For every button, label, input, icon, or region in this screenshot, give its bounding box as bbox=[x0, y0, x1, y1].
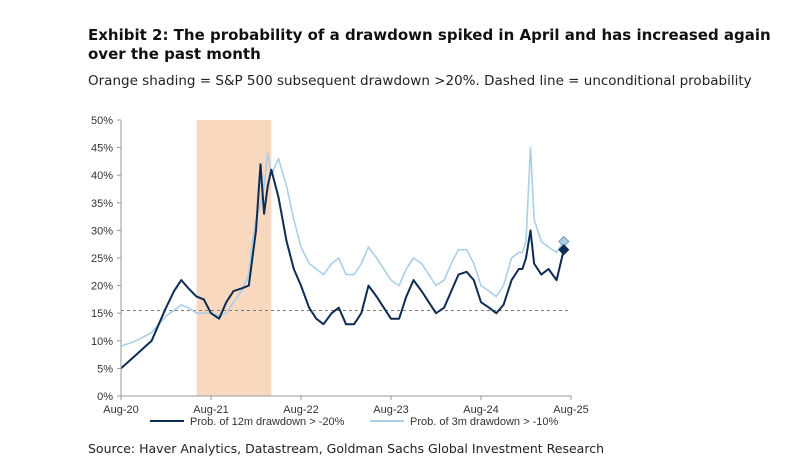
series-12m-drawdown-line bbox=[120, 163, 565, 370]
chart-title: Exhibit 2: The probability of a drawdown… bbox=[88, 26, 771, 63]
y-tick-label: 45% bbox=[91, 143, 113, 155]
shaded-drawdown-region bbox=[196, 120, 272, 396]
y-tick-label: 0% bbox=[97, 391, 113, 403]
chart-subtitle: Orange shading = S&P 500 subsequent draw… bbox=[88, 73, 752, 89]
source-note: Source: Haver Analytics, Datastream, Gol… bbox=[88, 441, 604, 456]
legend-12m-label: Prob. of 12m drawdown > -20% bbox=[190, 416, 345, 428]
y-tick-label: 10% bbox=[91, 336, 113, 348]
x-tick-label: Aug-23 bbox=[373, 404, 408, 416]
x-tick-label: Aug-24 bbox=[463, 404, 498, 416]
x-tick-label: Aug-20 bbox=[103, 404, 138, 416]
x-tick-label: Aug-21 bbox=[193, 404, 228, 416]
y-tick-label: 15% bbox=[91, 308, 113, 320]
y-tick-label: 5% bbox=[97, 363, 113, 375]
legend-3m-label: Prob. of 3m drawdown > -10% bbox=[410, 416, 558, 428]
x-tick-label: Aug-25 bbox=[553, 404, 588, 416]
y-tick-label: 30% bbox=[91, 225, 113, 237]
x-tick-label: Aug-22 bbox=[283, 404, 318, 416]
series-12m-end-marker bbox=[558, 244, 570, 256]
y-tick-label: 25% bbox=[91, 253, 113, 265]
y-tick-label: 35% bbox=[91, 198, 113, 210]
y-tick-label: 40% bbox=[91, 170, 113, 182]
y-tick-label: 20% bbox=[91, 281, 113, 293]
y-tick-label: 50% bbox=[91, 115, 113, 127]
